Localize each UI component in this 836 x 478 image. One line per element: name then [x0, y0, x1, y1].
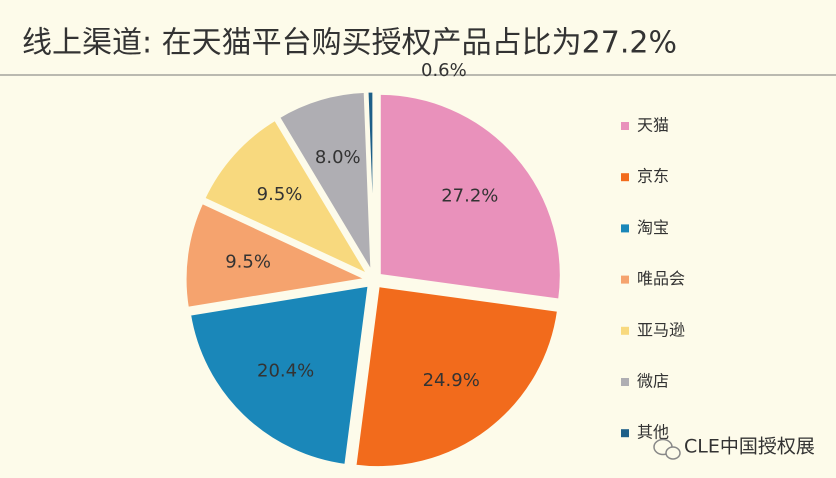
legend-swatch — [621, 275, 629, 284]
data-label: 8.0% — [315, 147, 361, 168]
pie-slice — [201, 117, 373, 279]
legend-swatch — [621, 378, 629, 386]
data-label: 24.9% — [423, 370, 480, 391]
data-label: 9.5% — [257, 184, 303, 205]
pie-slice — [187, 283, 371, 468]
legend-swatch — [621, 224, 629, 233]
chart-title: 线上渠道: 在天猫平台购买授权产品占比为27.2% — [22, 26, 677, 61]
legend-swatch — [621, 173, 629, 182]
data-label: 0.6% — [421, 60, 467, 81]
pie-slice — [365, 89, 376, 274]
legend-label: 天猫 — [637, 116, 669, 135]
pie-slice — [353, 283, 561, 470]
data-label: 20.4% — [257, 360, 314, 381]
watermark: CLE中国授权展 — [684, 436, 815, 458]
legend-label: 亚马逊 — [637, 320, 685, 339]
data-label: 27.2% — [441, 185, 498, 206]
pie-slice — [276, 89, 374, 275]
pie-slice — [183, 200, 373, 311]
legend-swatch — [621, 429, 629, 438]
legend-label: 唯品会 — [637, 269, 685, 288]
legend-label: 淘宝 — [637, 218, 669, 237]
legend-swatch — [621, 326, 629, 335]
legend-label: 京东 — [637, 167, 669, 186]
data-label: 9.5% — [225, 252, 271, 273]
watermark-icon — [653, 438, 681, 460]
legend-label: 其他 — [637, 423, 669, 442]
pie-slice — [377, 91, 563, 302]
legend-swatch — [621, 122, 629, 130]
legend-label: 微店 — [637, 372, 669, 391]
